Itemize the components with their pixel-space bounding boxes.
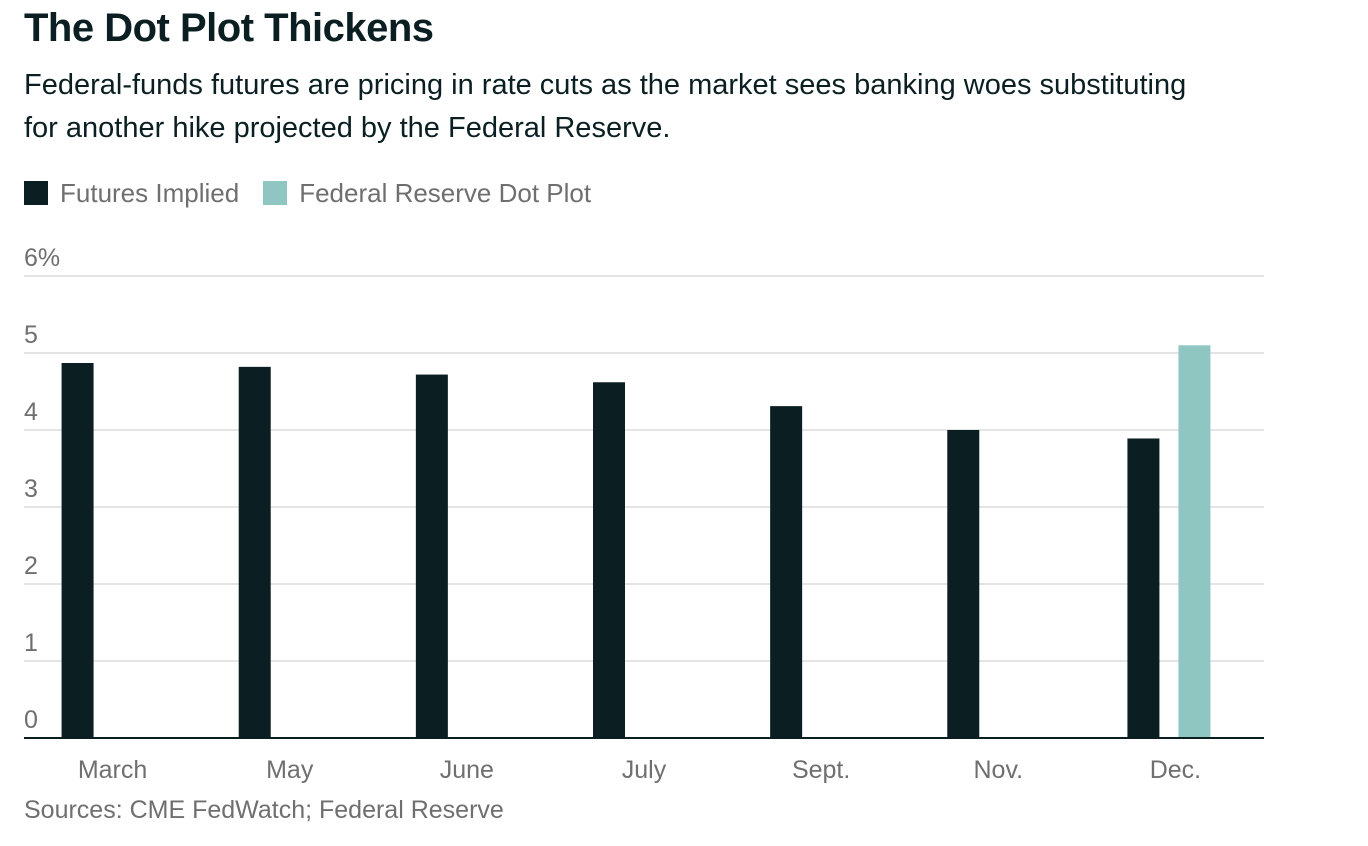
y-tick-label: 6% (24, 244, 60, 272)
x-tick-label: March (78, 756, 147, 784)
y-tick-label: 5 (24, 321, 38, 349)
x-tick-label: Sept. (792, 756, 850, 784)
source-note: Sources: CME FedWatch; Federal Reserve (24, 796, 504, 824)
y-tick-label: 2 (24, 552, 38, 580)
bar-futures-implied (593, 382, 625, 738)
x-tick-label: July (622, 756, 667, 784)
bar-futures-implied (770, 406, 803, 738)
legend-swatch-dot-plot (263, 181, 288, 205)
bar-futures-implied (1127, 438, 1160, 738)
y-tick-label: 1 (24, 629, 38, 657)
bar-futures-implied (238, 366, 271, 738)
bar-futures-implied (61, 363, 94, 738)
legend-item-dot-plot: Federal Reserve Dot Plot (263, 178, 591, 209)
legend-item-futures: Futures Implied (24, 178, 239, 209)
y-tick-label: 0 (24, 706, 38, 734)
x-tick-label: June (440, 756, 494, 784)
bar-dot-plot (1178, 345, 1211, 738)
x-tick-label: May (266, 756, 314, 784)
bar-futures-implied (415, 374, 448, 738)
bar-futures-implied (947, 430, 980, 738)
y-tick-label: 3 (24, 475, 38, 503)
legend: Futures Implied Federal Reserve Dot Plot (24, 176, 615, 210)
legend-swatch-futures (24, 181, 48, 205)
x-tick-label: Dec. (1150, 756, 1201, 784)
y-tick-label: 4 (24, 398, 38, 426)
chart-title: The Dot Plot Thickens (24, 6, 434, 50)
chart-subtitle: Federal-funds futures are pricing in rat… (24, 69, 1187, 144)
x-tick-label: Nov. (974, 756, 1024, 784)
legend-label-dot-plot: Federal Reserve Dot Plot (299, 177, 592, 208)
legend-label-futures: Futures Implied (60, 177, 240, 208)
